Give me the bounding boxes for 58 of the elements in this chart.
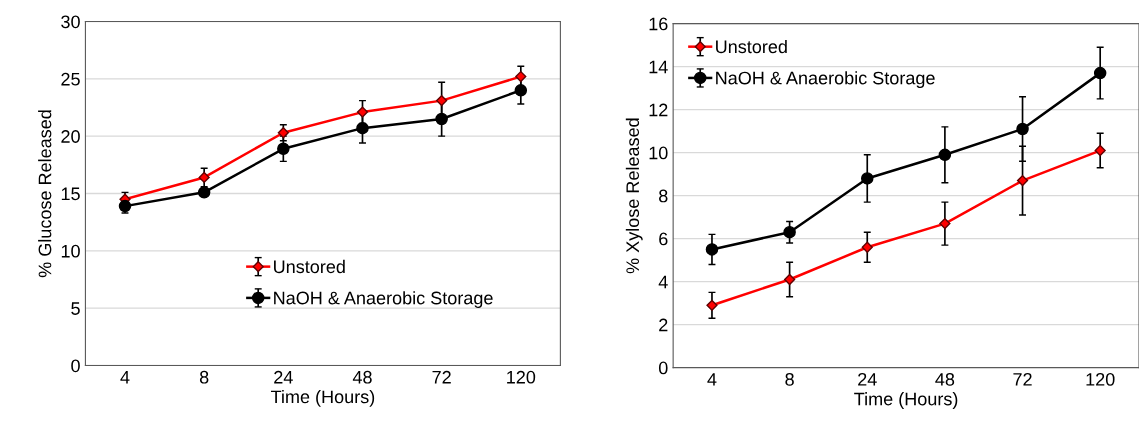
x-tick-label: 120 xyxy=(1086,372,1115,386)
x-tick-label: 24 xyxy=(274,370,293,384)
y-tick-label: 10 xyxy=(61,244,80,258)
point xyxy=(198,171,210,184)
y-tick-label: 2 xyxy=(659,318,668,332)
y-tick-label: 25 xyxy=(61,72,80,86)
point xyxy=(705,243,719,256)
point xyxy=(197,186,211,199)
legend-label: NaOH & Anaerobic Storage xyxy=(716,71,935,89)
legend-label: Unstored xyxy=(274,259,345,274)
point xyxy=(356,106,369,118)
y-tick-label: 0 xyxy=(71,359,80,373)
point xyxy=(1093,66,1107,80)
point xyxy=(277,142,290,156)
point xyxy=(1016,122,1029,136)
x-tick-label: 72 xyxy=(1013,372,1032,386)
legend-label: Unstored xyxy=(716,39,787,54)
x-axis-title: Time (Hours) xyxy=(270,389,375,407)
y-tick-label: 30 xyxy=(61,15,80,29)
point xyxy=(784,273,796,286)
y-tick-label: 0 xyxy=(658,361,668,375)
y-axis-title: % Glucose Released xyxy=(38,110,52,278)
x-tick-label: 48 xyxy=(352,370,372,384)
x-tick-label: 8 xyxy=(785,372,794,386)
y-tick-label: 4 xyxy=(658,275,668,289)
y-tick-label: 8 xyxy=(659,189,668,203)
point xyxy=(277,127,289,139)
y-tick-label: 12 xyxy=(649,103,668,117)
x-tick-label: 4 xyxy=(120,371,130,384)
x-tick-label: 48 xyxy=(935,372,955,386)
y-tick-label: 10 xyxy=(649,146,668,160)
point xyxy=(939,217,951,230)
x-tick-label: 72 xyxy=(432,370,451,384)
x-tick-label: 120 xyxy=(507,370,536,384)
x-tick-label: 24 xyxy=(858,372,877,386)
point xyxy=(1016,174,1029,187)
point xyxy=(938,148,952,162)
point xyxy=(861,241,873,253)
x-axis-title: Time (Hours) xyxy=(854,392,958,409)
y-axis-title: % Xylose Released xyxy=(625,118,643,274)
y-tick-label: 5 xyxy=(71,302,80,315)
y-tick-label: 15 xyxy=(61,187,80,201)
point xyxy=(436,95,448,107)
legend-label: NaOH & Anaerobic Storage xyxy=(274,291,493,308)
point xyxy=(861,172,874,185)
point xyxy=(515,70,527,83)
y-tick-label: 20 xyxy=(61,130,80,143)
y-tick-label: 14 xyxy=(649,60,668,74)
x-tick-label: 8 xyxy=(199,370,209,384)
y-tick-label: 16 xyxy=(649,17,668,31)
point xyxy=(1094,144,1106,157)
point xyxy=(706,299,718,311)
point xyxy=(356,121,369,135)
y-tick-label: 6 xyxy=(659,232,668,246)
point xyxy=(435,112,448,126)
point xyxy=(514,84,528,97)
point xyxy=(783,225,796,239)
x-tick-label: 4 xyxy=(707,373,717,386)
